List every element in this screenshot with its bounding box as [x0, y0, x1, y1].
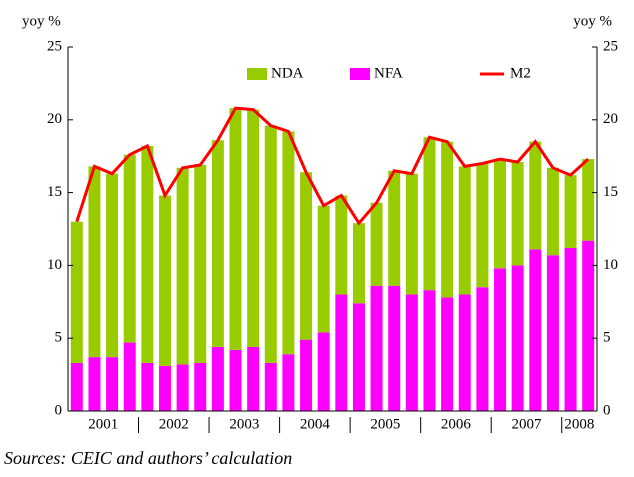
bar — [546, 255, 559, 411]
bar — [141, 362, 154, 411]
legend-swatch — [350, 68, 370, 80]
y-axis-label: yoy % — [22, 13, 61, 29]
legend-label: M2 — [510, 65, 531, 81]
bar — [247, 109, 260, 347]
bar — [229, 108, 242, 350]
bar — [405, 173, 418, 295]
bar — [352, 223, 365, 304]
bar — [529, 249, 542, 411]
bar — [282, 354, 295, 411]
bar — [423, 137, 436, 291]
line-series — [75, 106, 590, 226]
bar — [158, 365, 171, 411]
y-tick-label: 0 — [55, 402, 63, 418]
bar — [529, 141, 542, 250]
bar — [123, 342, 136, 411]
bar — [405, 294, 418, 411]
y2-tick-label: 15 — [603, 184, 618, 200]
bar — [564, 175, 577, 248]
y-tick-label: 20 — [47, 111, 62, 127]
bar — [370, 202, 383, 286]
bar — [194, 362, 207, 411]
x-group-label: 2002 — [159, 416, 189, 432]
bar — [494, 268, 507, 411]
bar — [88, 357, 101, 411]
bar — [511, 265, 524, 411]
bar — [211, 140, 224, 347]
y2-tick-label: 0 — [603, 402, 611, 418]
bar — [106, 173, 119, 358]
x-group-label: 2001 — [88, 416, 118, 432]
bar — [335, 294, 348, 411]
bar — [582, 240, 595, 411]
x-group-label: 2003 — [229, 416, 259, 432]
bar — [352, 303, 365, 411]
x-group-label: 2007 — [511, 416, 542, 432]
bar — [300, 339, 313, 411]
bar — [264, 125, 277, 363]
bar — [176, 364, 189, 411]
bar — [317, 332, 330, 411]
bar — [247, 346, 260, 411]
bar — [300, 172, 313, 340]
bar — [229, 349, 242, 411]
bar — [546, 167, 559, 256]
x-group-label: 2005 — [370, 416, 400, 432]
bar — [88, 166, 101, 358]
x-group-label: 2008 — [564, 416, 594, 432]
y2-tick-label: 10 — [603, 257, 618, 273]
source: Sources: CEIC and authors’ calculation — [4, 448, 292, 468]
bar — [70, 362, 83, 411]
legend-label: NDA — [271, 65, 304, 81]
y-tick-label: 5 — [55, 330, 63, 346]
bar — [264, 362, 277, 411]
bar — [476, 163, 489, 288]
bar — [458, 166, 471, 295]
legend-label: NFA — [374, 65, 403, 81]
bar — [106, 357, 119, 411]
y-tick-label: 10 — [47, 257, 62, 273]
bar — [335, 195, 348, 295]
bar — [194, 164, 207, 363]
bar — [141, 146, 154, 363]
y2-axis-label: yoy % — [573, 13, 612, 29]
y2-tick-label: 20 — [603, 111, 618, 127]
bar — [511, 162, 524, 266]
bar — [564, 247, 577, 411]
bar — [458, 294, 471, 411]
y-tick-label: 25 — [47, 38, 62, 54]
bar — [476, 287, 489, 411]
legend-swatch — [247, 68, 267, 80]
x-group-label: 2006 — [441, 416, 472, 432]
bar — [176, 167, 189, 365]
bar — [388, 285, 401, 411]
y2-tick-label: 25 — [603, 38, 618, 54]
bar — [282, 131, 295, 355]
x-group-label: 2004 — [300, 416, 331, 432]
bar — [441, 141, 454, 298]
bar — [211, 346, 224, 411]
bar — [423, 290, 436, 411]
y-tick-label: 15 — [47, 184, 62, 200]
y2-tick-label: 5 — [603, 330, 611, 346]
bar — [123, 154, 136, 343]
bar — [70, 221, 83, 363]
bar — [494, 159, 507, 269]
bar — [388, 170, 401, 286]
bar — [317, 205, 330, 333]
bar — [441, 297, 454, 411]
bar — [158, 195, 171, 366]
bar — [370, 285, 383, 411]
bar — [582, 159, 595, 241]
